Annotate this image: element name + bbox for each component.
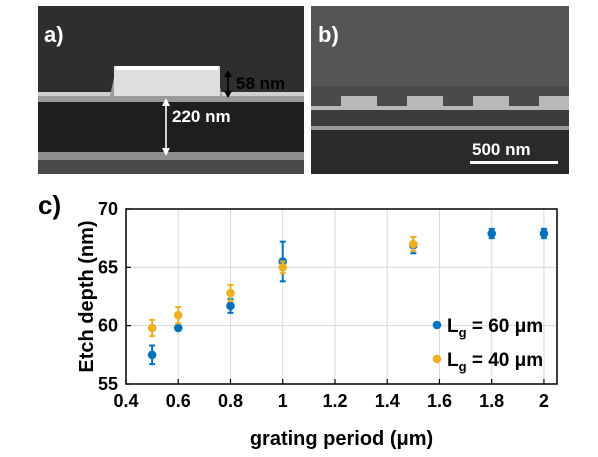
chart-ticks: 0.4 0.6 0.8 1 1.2 1.4 1.6 1.8 2 55 60 65 70: [98, 199, 549, 411]
scale-bar: [470, 161, 558, 164]
legend-marker: [432, 354, 442, 364]
marker: [147, 323, 157, 333]
panel-label-c: c): [38, 190, 62, 220]
scale-bar-label: 500 nm: [472, 140, 531, 159]
x-tick-label: 0.6: [166, 391, 191, 411]
marker: [487, 229, 496, 238]
data-point: [278, 260, 288, 275]
x-axis-label: grating period (μm): [250, 428, 433, 450]
sem-image-a: [38, 6, 304, 174]
marker: [173, 323, 183, 333]
legend-label: Lg = 60 μm: [447, 316, 543, 340]
y-tick-label: 70: [98, 199, 118, 219]
marker: [539, 229, 549, 238]
y-axis-label: Etch depth (nm): [76, 220, 98, 372]
data-point: [409, 236, 418, 252]
sem-image-a-graphic: [38, 6, 304, 174]
plot-frame: [125, 208, 558, 385]
data-point: [173, 306, 183, 325]
x-tick-label: 1.2: [322, 391, 347, 411]
legend-marker: [432, 320, 442, 330]
x-tick-label: 0.4: [113, 391, 138, 411]
x-tick-label: 1.4: [375, 391, 400, 411]
data-point: [226, 297, 235, 314]
data-point: [487, 227, 496, 240]
x-tick-label: 0.8: [218, 391, 243, 411]
y-tick-label: 60: [98, 316, 118, 336]
thickness-dimension-label: 220 nm: [172, 107, 231, 126]
marker: [173, 310, 183, 320]
marker: [226, 301, 235, 311]
legend-item: Lg = 60 μm: [432, 316, 543, 340]
data-point: [147, 318, 157, 338]
data-point: [173, 323, 183, 333]
panel-label-b: b): [318, 22, 339, 47]
marker: [409, 239, 418, 249]
marker: [278, 263, 288, 272]
marker: [226, 288, 235, 298]
legend-item: Lg = 40 μm: [432, 350, 543, 374]
legend-label: Lg = 40 μm: [447, 350, 543, 374]
etch-depth-chart: 0.4 0.6 0.8 1 1.2 1.4 1.6 1.8 2 55 60 65 70 Lg = 60 …: [76, 199, 558, 450]
x-tick-label: 2: [539, 391, 549, 411]
etch-dimension-label: 58 nm: [236, 74, 286, 93]
sem-image-b: [311, 6, 569, 174]
chart-legend: Lg = 60 μm Lg = 40 μm: [432, 316, 543, 374]
chart-points: [147, 227, 549, 366]
data-point: [539, 227, 549, 240]
data-point: [226, 283, 235, 303]
y-tick-label: 65: [98, 257, 118, 277]
y-tick-label: 55: [98, 374, 118, 394]
x-tick-label: 1: [278, 391, 288, 411]
sem-image-b-graphic: [311, 6, 569, 174]
x-tick-label: 1.8: [479, 391, 504, 411]
panel-label-a: a): [44, 22, 64, 47]
data-point: [147, 344, 157, 366]
x-tick-label: 1.6: [427, 391, 452, 411]
marker: [147, 350, 157, 360]
